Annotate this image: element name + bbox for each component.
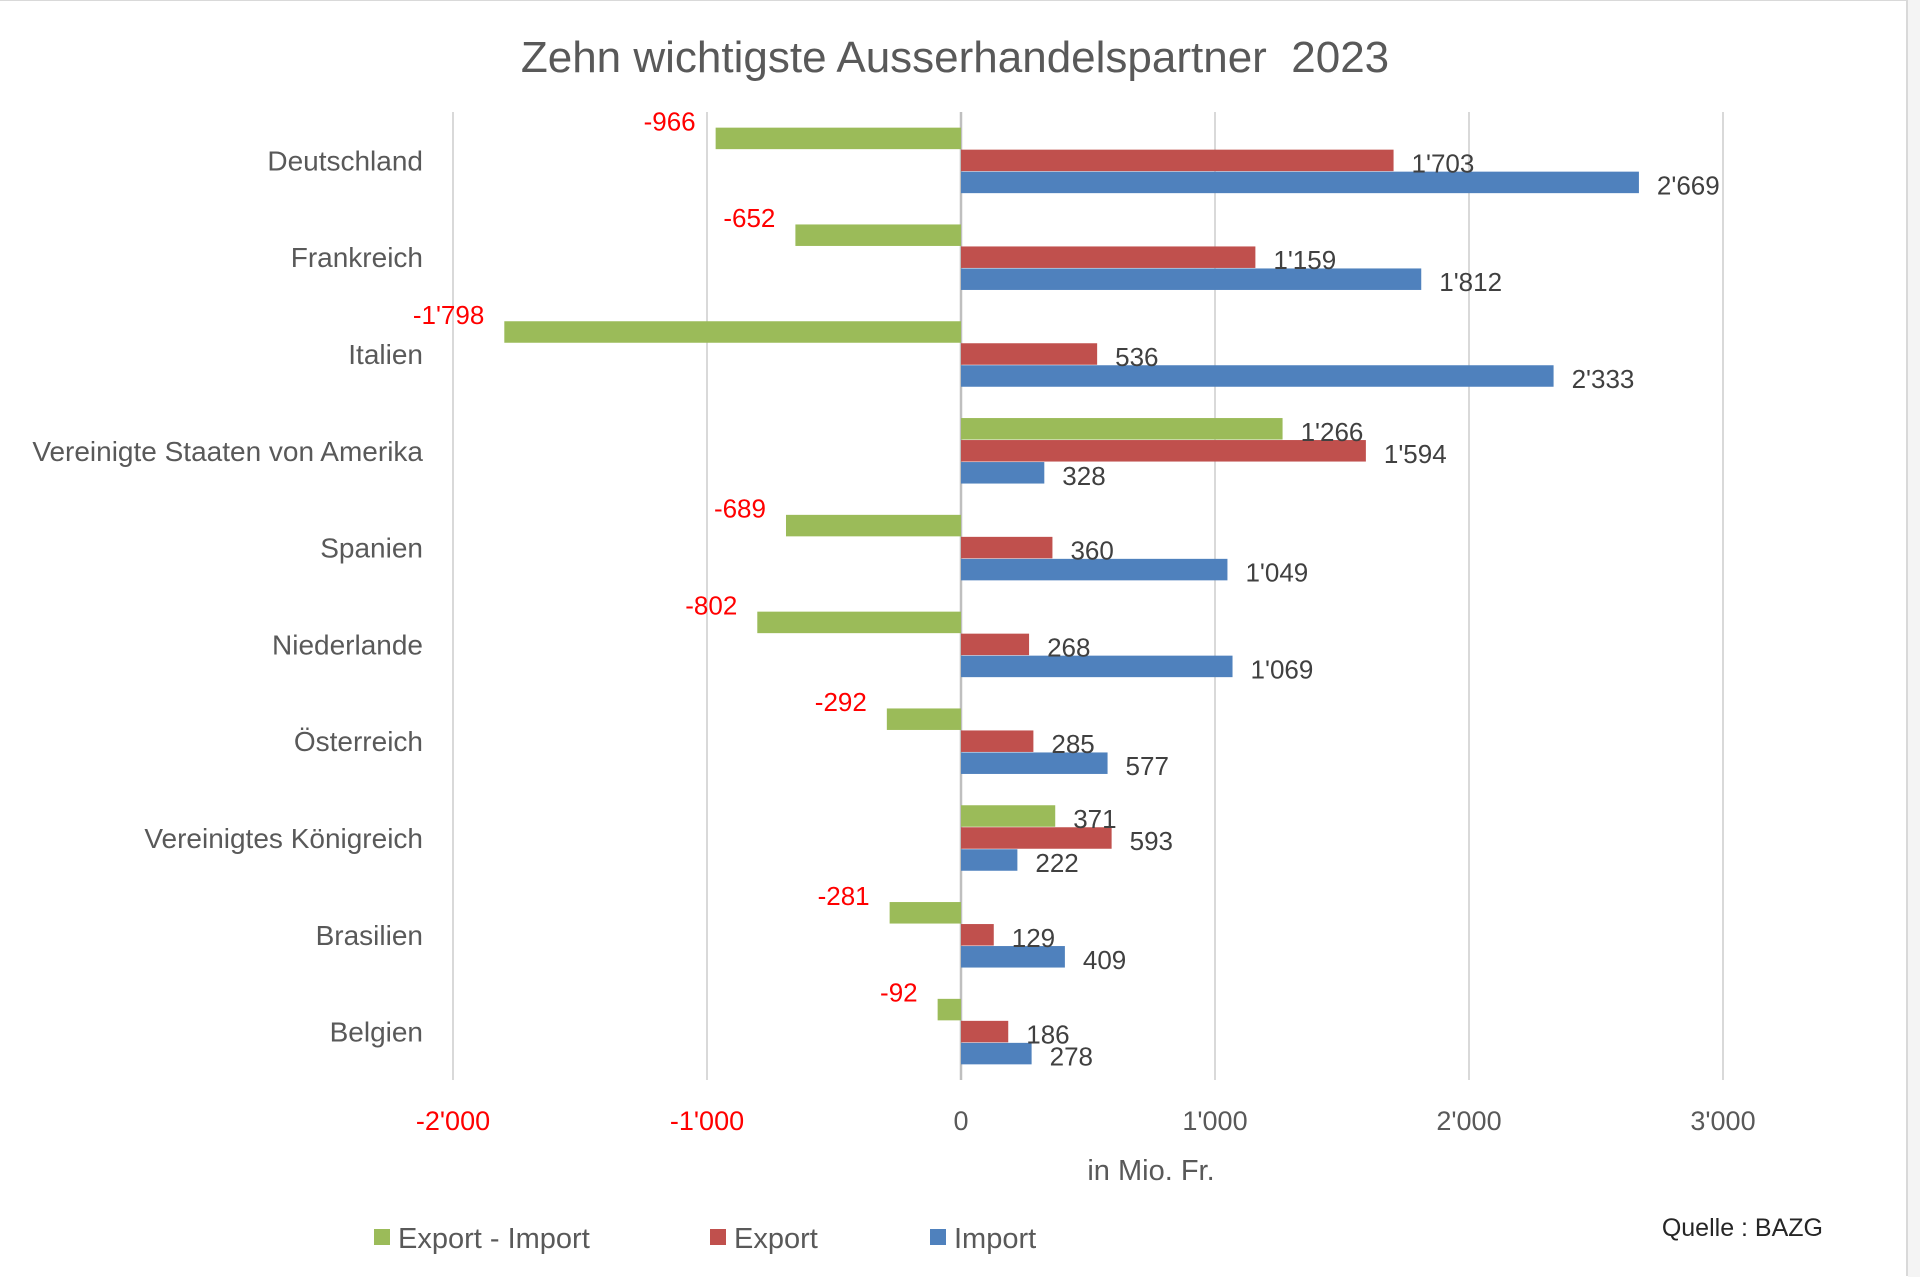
category-label: Frankreich xyxy=(291,242,423,273)
window-edge xyxy=(1908,0,1920,1277)
source-note: Quelle : BAZG xyxy=(1662,1214,1823,1242)
bar-export-2 xyxy=(961,343,1098,365)
bar-export-import-5 xyxy=(757,611,961,634)
data-label: 129 xyxy=(1012,923,1055,953)
bar-export-import-9 xyxy=(937,998,961,1021)
bar-import-7 xyxy=(961,849,1018,871)
legend-label: Import xyxy=(954,1223,1036,1255)
category-label: Brasilien xyxy=(316,920,423,951)
data-label: -966 xyxy=(644,106,696,136)
data-label: -1'798 xyxy=(413,300,484,330)
bar-export-5 xyxy=(961,633,1030,656)
bar-export-import-0 xyxy=(715,127,961,150)
data-label: 593 xyxy=(1130,826,1173,856)
bar-export-6 xyxy=(961,730,1034,752)
data-label: 2'669 xyxy=(1657,170,1720,200)
data-label: 1'594 xyxy=(1384,439,1447,469)
bar-import-6 xyxy=(961,752,1108,774)
data-label: -802 xyxy=(685,590,737,620)
x-tick-label: 3'000 xyxy=(1690,1106,1755,1136)
data-label: 186 xyxy=(1026,1020,1069,1050)
x-tick-label: -2'000 xyxy=(416,1106,490,1136)
bar-import-0 xyxy=(961,171,1639,194)
data-label: 328 xyxy=(1062,461,1105,491)
data-label: 222 xyxy=(1035,848,1078,878)
bar-export-import-6 xyxy=(886,708,961,730)
category-label: Vereinigte Staaten von Amerika xyxy=(32,436,423,467)
bars xyxy=(504,127,1639,1065)
data-label: 360 xyxy=(1070,536,1113,566)
legend-label: Export - Import xyxy=(398,1223,590,1255)
bar-import-5 xyxy=(961,655,1233,678)
category-label: Niederlande xyxy=(272,629,423,660)
data-label: 1'812 xyxy=(1439,267,1502,297)
bar-export-4 xyxy=(961,536,1053,559)
legend-swatch xyxy=(374,1229,390,1245)
bar-export-import-7 xyxy=(961,805,1056,827)
legend: Export - Import Export Import xyxy=(374,1223,1036,1255)
data-label: 268 xyxy=(1047,632,1090,662)
legend-swatch xyxy=(930,1229,946,1245)
category-label: Belgien xyxy=(330,1017,423,1048)
data-label: 278 xyxy=(1050,1042,1093,1072)
data-label: 577 xyxy=(1126,751,1169,781)
data-label: -652 xyxy=(723,203,775,233)
x-tick-label: -1'000 xyxy=(670,1106,744,1136)
bar-export-import-3 xyxy=(961,418,1283,440)
category-label: Spanien xyxy=(320,533,423,564)
x-tick-label: 0 xyxy=(953,1106,968,1136)
data-label: 1'266 xyxy=(1301,417,1364,447)
data-label: 2'333 xyxy=(1572,364,1635,394)
bar-import-2 xyxy=(961,365,1554,387)
legend-label: Export xyxy=(734,1223,818,1255)
data-label: 371 xyxy=(1073,804,1116,834)
data-label: 409 xyxy=(1083,945,1126,975)
value-labels: -966 -652 -1'798 1'266 -689 -802 -292 371 -281 -9… xyxy=(413,106,1720,1071)
category-label: Österreich xyxy=(294,726,423,757)
bar-export-9 xyxy=(961,1020,1009,1043)
bar-import-4 xyxy=(961,558,1228,581)
category-label: Vereinigtes Königreich xyxy=(144,823,423,854)
x-tick-label: 1'000 xyxy=(1182,1106,1247,1136)
data-label: 1'703 xyxy=(1412,148,1475,178)
category-label: Italien xyxy=(348,339,423,370)
data-label: -281 xyxy=(818,881,870,911)
bar-export-1 xyxy=(961,246,1256,268)
bar-export-import-2 xyxy=(504,321,961,343)
data-label: 285 xyxy=(1051,729,1094,759)
chart-title: Zehn wichtigste Ausserhandelspartner 202… xyxy=(521,33,1389,82)
data-label: -689 xyxy=(714,494,766,524)
data-label: -92 xyxy=(880,978,918,1008)
bar-import-1 xyxy=(961,268,1422,290)
bar-import-3 xyxy=(961,462,1045,484)
bar-import-9 xyxy=(961,1042,1032,1065)
x-tick-label: 2'000 xyxy=(1436,1106,1501,1136)
bar-export-3 xyxy=(961,440,1366,462)
bar-export-7 xyxy=(961,827,1112,849)
bar-export-8 xyxy=(961,924,994,946)
x-tick-labels: -2'000 -1'000 0 1'000 2'000 3'000 xyxy=(416,1106,1756,1136)
legend-swatch xyxy=(710,1229,726,1245)
data-label: 536 xyxy=(1115,342,1158,372)
x-axis-title: in Mio. Fr. xyxy=(1087,1155,1214,1187)
data-label: 1'049 xyxy=(1245,558,1308,588)
category-label: Deutschland xyxy=(267,145,423,176)
bar-export-0 xyxy=(961,149,1394,172)
bar-import-8 xyxy=(961,946,1065,968)
data-label: -292 xyxy=(815,687,867,717)
data-label: 1'159 xyxy=(1273,245,1336,275)
category-labels: Deutschland Frankreich Italien Vereinigte S… xyxy=(32,145,423,1047)
bar-export-import-8 xyxy=(889,902,961,924)
bar-export-import-4 xyxy=(785,514,961,537)
bar-export-import-1 xyxy=(795,224,961,246)
data-label: 1'069 xyxy=(1251,654,1314,684)
